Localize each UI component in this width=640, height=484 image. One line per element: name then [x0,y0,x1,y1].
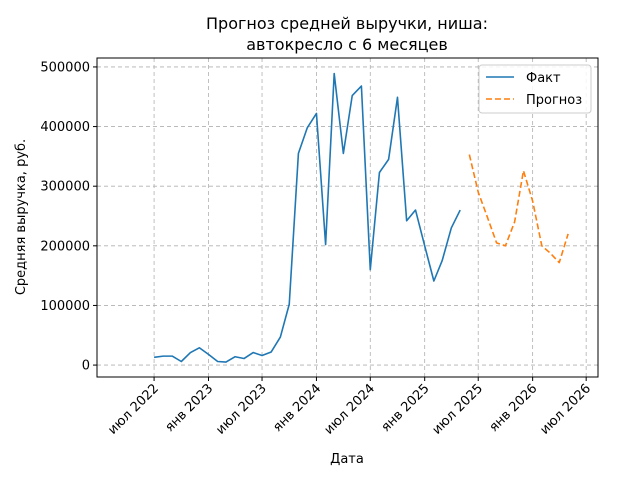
series-line-0 [153,72,461,363]
legend-label-1: Прогноз [526,93,582,108]
y-tick-label: 300000 [40,180,90,195]
chart-title-line-2: автокресло с 6 месяцев [246,35,448,54]
x-tick-label: янв 2024 [270,381,324,435]
y-axis-label: Средняя выручка, руб. [14,139,29,295]
x-tick-label: янв 2026 [487,381,541,435]
x-tick-label: июл 2023 [213,381,270,438]
x-axis-label: Дата [330,452,364,467]
legend-label-0: Факт [526,71,561,86]
x-tick-label: июл 2026 [537,381,594,438]
x-tick-label: янв 2025 [379,381,433,435]
series-line-1 [468,154,569,264]
y-tick-label: 500000 [40,60,90,75]
x-tick-label: июл 2022 [105,381,162,438]
x-tick-label: июл 2025 [430,381,487,438]
x-tick-label: июл 2024 [322,381,379,438]
legend: Факт Прогноз [478,64,592,114]
chart-title-line-1: Прогноз средней выручки, ниша: [206,14,488,33]
y-tick-label: 100000 [40,299,90,314]
x-tick-label: янв 2023 [162,381,216,435]
y-tick-label: 400000 [40,120,90,135]
y-tick-label: 0 [82,359,90,374]
plot-frame [96,57,599,378]
series-layer [153,72,569,363]
y-tick-label: 200000 [40,239,90,254]
